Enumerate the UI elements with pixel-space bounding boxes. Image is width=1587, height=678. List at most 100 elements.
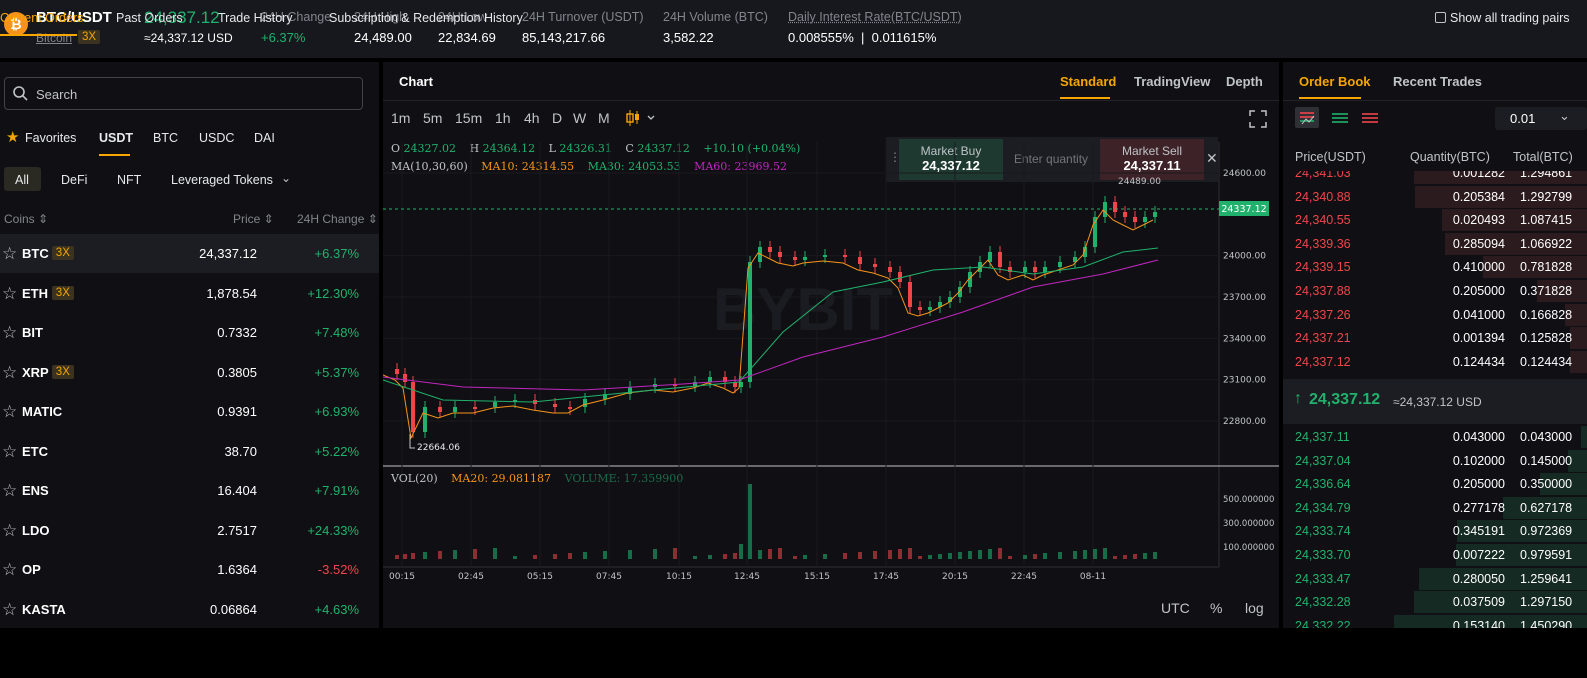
coin-row[interactable]: ☆ BIT 0.7332 +7.48% <box>0 313 379 352</box>
bid-row[interactable]: 24,333.74 0.345191 0.972369 <box>1283 519 1587 543</box>
star-icon[interactable]: ☆ <box>2 283 18 303</box>
bid-row[interactable]: 24,333.70 0.007222 0.979591 <box>1283 543 1587 567</box>
ask-row[interactable]: 24,339.15 0.410000 0.781828 <box>1283 255 1587 279</box>
bid-row[interactable]: 24,337.11 0.043000 0.043000 <box>1283 425 1587 449</box>
depth-bar <box>1414 171 1587 184</box>
star-icon[interactable]: ☆ <box>2 362 18 382</box>
tab-recent-trades[interactable]: Recent Trades <box>1393 74 1482 89</box>
col-total: Total(BTC) <box>1513 150 1573 164</box>
search-box[interactable]: Search <box>4 77 363 110</box>
show-all-checkbox[interactable] <box>1435 12 1446 23</box>
ask-row[interactable]: 24,340.88 0.205384 1.292799 <box>1283 185 1587 209</box>
view-both-icon[interactable] <box>1295 107 1319 128</box>
tf-m[interactable]: M <box>598 110 610 126</box>
candlestick-chart[interactable]: BYBIT 24337.12 24489.00 22664.06 24600.0… <box>383 62 1279 628</box>
log-button[interactable]: log <box>1245 600 1264 616</box>
precision-select[interactable]: 0.01 ⌄ <box>1495 107 1587 130</box>
utc-button[interactable]: UTC <box>1161 600 1190 616</box>
coin-row[interactable]: ☆ BTC 3X 24,337.12 +6.37% <box>0 234 379 273</box>
ask-row[interactable]: 24,337.26 0.041000 0.166828 <box>1283 303 1587 327</box>
show-all-label[interactable]: Show all trading pairs <box>1450 11 1570 25</box>
coin-row[interactable]: ☆ XRP 3X 0.3805 +5.37% <box>0 353 379 392</box>
star-icon[interactable]: ☆ <box>2 599 18 619</box>
star-icon[interactable]: ☆ <box>2 520 18 540</box>
view-depth[interactable]: Depth <box>1226 74 1263 89</box>
bid-row[interactable]: 24,332.22 0.153140 1.450290 <box>1283 614 1587 628</box>
filter-defi[interactable]: DeFi <box>61 173 88 187</box>
coin-row[interactable]: ☆ LDO 2.7517 +24.33% <box>0 511 379 550</box>
quantity-input[interactable]: Enter quantity <box>1014 152 1089 166</box>
tab-btc[interactable]: BTC <box>153 131 178 145</box>
view-tradingview[interactable]: TradingView <box>1134 74 1211 89</box>
view-asks-icon[interactable] <box>1360 110 1380 126</box>
tab-usdt[interactable]: USDT <box>99 131 134 145</box>
ask-row[interactable]: 24,337.12 0.124434 0.124434 <box>1283 350 1587 374</box>
filter-nft[interactable]: NFT <box>117 173 142 187</box>
ask-row[interactable]: 24,341.03 0.001282 1.294861 <box>1283 171 1587 185</box>
depth-bar <box>1456 544 1587 566</box>
coin-row[interactable]: ☆ KASTA 0.06864 +4.63% <box>0 590 379 629</box>
fullscreen-icon[interactable] <box>1249 110 1267 128</box>
filter-all-bg[interactable] <box>4 167 41 191</box>
tab-order-book[interactable]: Order Book <box>1299 74 1371 89</box>
coin-row[interactable]: ☆ ETH 3X 1,878.54 +12.30% <box>0 274 379 313</box>
tab-current-orders[interactable]: Current Orders <box>0 11 84 25</box>
search-input[interactable]: Search <box>36 87 78 102</box>
volume-bar <box>978 550 982 559</box>
col-change[interactable]: 24H Change ⇕ <box>297 212 378 226</box>
close-icon[interactable]: ✕ <box>1206 150 1218 166</box>
volume-bar <box>803 555 807 559</box>
y-tick-label: 23700.00 <box>1223 293 1266 303</box>
star-icon[interactable]: ☆ <box>2 323 18 342</box>
tf-5m[interactable]: 5m <box>423 110 443 126</box>
filter-all[interactable]: All <box>15 173 29 187</box>
tf-4h[interactable]: 4h <box>524 110 540 126</box>
bid-row[interactable]: 24,333.47 0.280050 1.259641 <box>1283 567 1587 591</box>
bid-row[interactable]: 24,332.28 0.037509 1.297150 <box>1283 590 1587 614</box>
star-icon[interactable]: ☆ <box>2 441 18 461</box>
ask-row[interactable]: 24,340.55 0.020493 1.087415 <box>1283 208 1587 232</box>
col-price[interactable]: Price ⇕ <box>233 212 274 226</box>
coin-row[interactable]: ☆ ETC 38.70 +5.22% <box>0 432 379 471</box>
x-tick-label: 17:45 <box>873 572 899 582</box>
star-icon[interactable]: ☆ <box>2 244 18 263</box>
tf-15m[interactable]: 15m <box>455 110 483 126</box>
view-standard[interactable]: Standard <box>1060 74 1117 89</box>
tf-d[interactable]: D <box>552 110 563 126</box>
stat-label: 24H Low <box>438 10 488 24</box>
divider <box>1283 100 1587 101</box>
tf-w[interactable]: W <box>573 110 587 126</box>
ask-row[interactable]: 24,337.21 0.001394 0.125828 <box>1283 326 1587 350</box>
stat-label[interactable]: Daily Interest Rate(BTC/USDT) <box>788 10 962 24</box>
tab-usdc[interactable]: USDC <box>199 131 235 145</box>
tf-1h[interactable]: 1h <box>495 110 511 126</box>
chevron-down-icon[interactable]: ⌄ <box>281 171 292 185</box>
bid-row[interactable]: 24,336.64 0.205000 0.350000 <box>1283 472 1587 496</box>
star-icon[interactable]: ☆ <box>2 402 18 421</box>
ask-row[interactable]: 24,339.36 0.285094 1.066922 <box>1283 232 1587 256</box>
order-price: 24,332.22 <box>1295 618 1351 628</box>
filter-leveraged-tokens[interactable]: Leveraged Tokens <box>171 173 273 187</box>
tab-past-orders[interactable]: Past Orders <box>116 11 183 25</box>
star-icon[interactable]: ☆ <box>2 560 18 579</box>
tab-trade-history[interactable]: Trade History <box>218 11 293 25</box>
tf-1m[interactable]: 1m <box>391 110 411 126</box>
tab-favorites[interactable]: Favorites <box>25 131 77 145</box>
ask-row[interactable]: 24,337.88 0.205000 0.371828 <box>1283 279 1587 303</box>
x-tick-label: 22:45 <box>1011 572 1037 582</box>
ma30-line <box>383 247 1159 403</box>
tab-subscription-history[interactable]: Subscription & Redemption History <box>329 11 523 25</box>
coin-row[interactable]: ☆ ENS 16.404 +7.91% <box>0 471 379 510</box>
percent-button[interactable]: % <box>1210 600 1223 616</box>
tab-dai[interactable]: DAI <box>254 131 275 145</box>
pair-title[interactable]: BTC/USDT <box>36 9 112 26</box>
bid-row[interactable]: 24,337.04 0.102000 0.145000 <box>1283 449 1587 473</box>
coin-row[interactable]: ☆ OP 1.6364 -3.52% <box>0 550 379 589</box>
candle-body <box>948 297 952 302</box>
bid-row[interactable]: 24,334.79 0.277178 0.627178 <box>1283 496 1587 520</box>
view-bids-icon[interactable] <box>1330 110 1350 126</box>
col-coins[interactable]: Coins ⇕ <box>4 212 49 226</box>
coin-row[interactable]: ☆ MATIC 0.9391 +6.93% <box>0 392 379 431</box>
star-icon[interactable]: ☆ <box>2 481 18 500</box>
candle-type-icon[interactable] <box>626 109 656 127</box>
